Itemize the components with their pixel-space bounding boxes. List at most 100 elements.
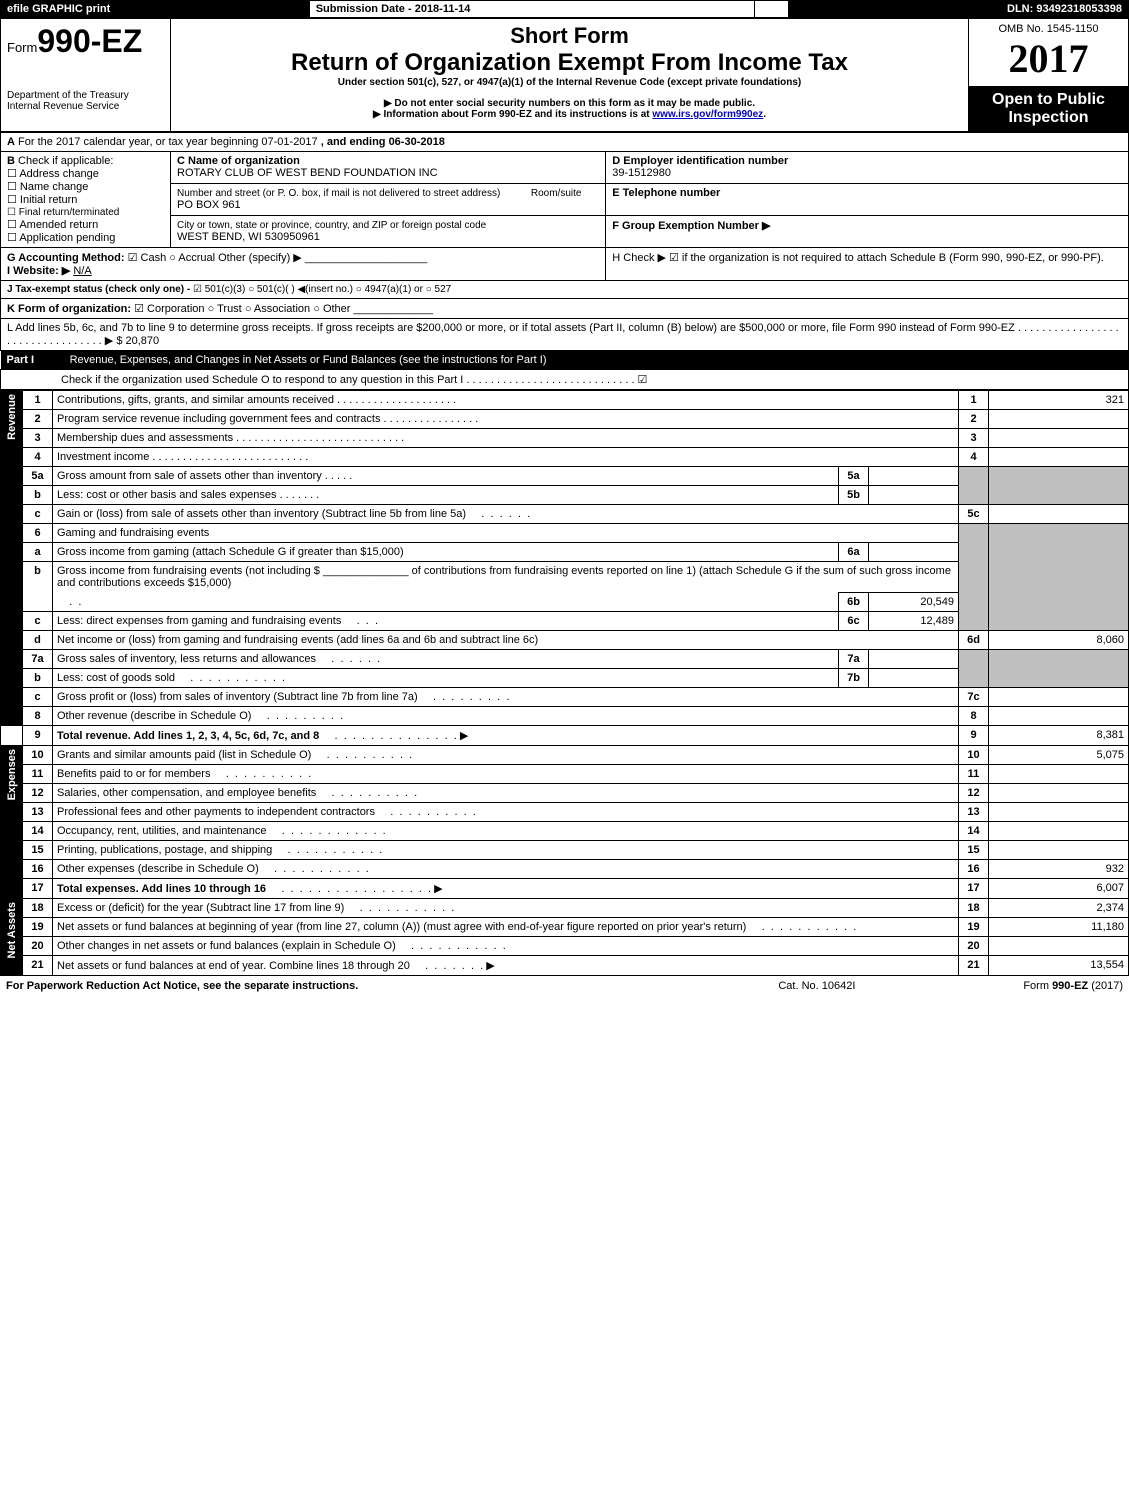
ln7b-desc: Less: cost of goods sold <box>57 672 175 684</box>
org-address: PO BOX 961 <box>177 199 241 211</box>
ln20-rn: 20 <box>959 937 989 956</box>
ln5b-desc: Less: cost or other basis and sales expe… <box>57 489 277 501</box>
ln7b-sub: 7b <box>839 669 869 688</box>
ln10-num: 10 <box>23 746 53 765</box>
ln6c-sub: 6c <box>839 612 869 631</box>
part1-bar: Part I Revenue, Expenses, and Changes in… <box>1 351 1129 370</box>
k-label: K Form of organization: <box>7 303 131 315</box>
rad-other-org[interactable]: Other <box>313 303 350 315</box>
ln6c-subval: 12,489 <box>869 612 959 631</box>
ln1-val: 321 <box>989 391 1129 410</box>
ln3-desc: Membership dues and assessments <box>57 432 233 444</box>
line-a: For the 2017 calendar year, or tax year … <box>18 136 318 148</box>
ln7b-num: b <box>23 669 53 688</box>
ln18-num: 18 <box>23 899 53 918</box>
ln6b-desc: Gross income from fundraising events (no… <box>53 562 959 593</box>
ln13-rn: 13 <box>959 803 989 822</box>
ln21-num: 21 <box>23 956 53 976</box>
c-name-label: C Name of organization <box>177 155 300 167</box>
ln14-rn: 14 <box>959 822 989 841</box>
ln6a-num: a <box>23 543 53 562</box>
rad-trust[interactable]: Trust <box>208 303 242 315</box>
ln12-rn: 12 <box>959 784 989 803</box>
room-label: Room/suite <box>531 188 582 199</box>
chk-initial-return[interactable]: Initial return <box>7 194 77 206</box>
rad-accrual[interactable]: Accrual <box>169 252 215 264</box>
ln15-num: 15 <box>23 841 53 860</box>
ln2-val <box>989 410 1129 429</box>
ln8-desc: Other revenue (describe in Schedule O) <box>57 710 251 722</box>
chk-address-change[interactable]: Address change <box>7 168 99 180</box>
chk-final-return[interactable]: Final return/terminated <box>7 207 119 218</box>
dept-treasury: Department of the Treasury <box>7 90 164 101</box>
ln11-num: 11 <box>23 765 53 784</box>
ln19-rn: 19 <box>959 918 989 937</box>
ln12-num: 12 <box>23 784 53 803</box>
chk-amended-return[interactable]: Amended return <box>7 219 98 231</box>
rad-4947[interactable]: 4947(a)(1) or <box>356 284 423 295</box>
ln17-rn: 17 <box>959 879 989 899</box>
ln5a-sub: 5a <box>839 467 869 486</box>
irs-label: Internal Revenue Service <box>7 101 164 112</box>
ln14-val <box>989 822 1129 841</box>
ln3-num: 3 <box>23 429 53 448</box>
ln10-val: 5,075 <box>989 746 1129 765</box>
chk-501c3[interactable]: 501(c)(3) <box>193 284 245 295</box>
cat-no: Cat. No. 10642I <box>728 976 906 996</box>
line-a-end: , and ending 06-30-2018 <box>321 136 445 148</box>
ln2-num: 2 <box>23 410 53 429</box>
ln8-rn: 8 <box>959 707 989 726</box>
ln14-num: 14 <box>23 822 53 841</box>
short-form-title: Short Form <box>177 23 962 49</box>
ln6-num: 6 <box>23 524 53 543</box>
ein-value: 39-1512980 <box>612 167 671 179</box>
ln17-val: 6,007 <box>989 879 1129 899</box>
line-l: L Add lines 5b, 6c, and 7b to line 9 to … <box>1 319 1129 351</box>
website-value: N/A <box>73 265 91 277</box>
chk-corporation[interactable]: Corporation <box>134 303 204 315</box>
ln7a-desc: Gross sales of inventory, less returns a… <box>57 653 316 665</box>
org-city: WEST BEND, WI 530950961 <box>177 231 320 243</box>
check-applicable: Check if applicable: <box>18 155 113 167</box>
ln13-desc: Professional fees and other payments to … <box>57 806 375 818</box>
chk-cash[interactable]: Cash <box>128 252 167 264</box>
ln13-val <box>989 803 1129 822</box>
ln6a-desc: Gross income from gaming (attach Schedul… <box>53 543 839 562</box>
ln16-desc: Other expenses (describe in Schedule O) <box>57 863 259 875</box>
ln5b-sub: 5b <box>839 486 869 505</box>
info-note-post: . <box>763 109 766 120</box>
ln6d-val: 8,060 <box>989 631 1129 650</box>
ln6c-desc: Less: direct expenses from gaming and fu… <box>57 615 341 627</box>
side-netassets: Net Assets <box>1 899 23 976</box>
h-check: H Check ▶ ☑ if the organization is not r… <box>612 252 1104 264</box>
chk-name-change[interactable]: Name change <box>7 181 88 193</box>
paperwork-notice: For Paperwork Reduction Act Notice, see … <box>0 976 728 996</box>
j-label: J Tax-exempt status (check only one) - <box>7 284 190 295</box>
org-name: ROTARY CLUB OF WEST BEND FOUNDATION INC <box>177 167 438 179</box>
e-phone-label: E Telephone number <box>612 187 720 199</box>
chk-application-pending[interactable]: Application pending <box>7 232 115 244</box>
ln18-rn: 18 <box>959 899 989 918</box>
form-ref: Form 990-EZ (2017) <box>906 976 1129 996</box>
irs-link[interactable]: www.irs.gov/form990ez <box>652 109 763 120</box>
rad-association[interactable]: Association <box>245 303 310 315</box>
rad-527[interactable]: 527 <box>426 284 452 295</box>
ln16-rn: 16 <box>959 860 989 879</box>
ln21-val: 13,554 <box>989 956 1129 976</box>
f-group-label: F Group Exemption Number ▶ <box>612 220 770 232</box>
ln11-val <box>989 765 1129 784</box>
submission-date: Submission Date - 2018-11-14 <box>309 1 754 18</box>
ln20-desc: Other changes in net assets or fund bala… <box>57 940 396 952</box>
ln13-num: 13 <box>23 803 53 822</box>
ln6b-sub: 6b <box>839 593 869 612</box>
part1-check: Check if the organization used Schedule … <box>1 370 1129 390</box>
addr-label: Number and street (or P. O. box, if mail… <box>177 188 500 199</box>
ln9-val: 8,381 <box>989 726 1129 746</box>
g-acct-label: G Accounting Method: <box>7 252 125 264</box>
i-website-label: I Website: ▶ <box>7 265 70 277</box>
ln8-num: 8 <box>23 707 53 726</box>
return-title: Return of Organization Exempt From Incom… <box>177 49 962 77</box>
ln7a-subval <box>869 650 959 669</box>
rad-501c[interactable]: 501(c)( ) ◀(insert no.) <box>248 284 353 295</box>
ln4-val <box>989 448 1129 467</box>
